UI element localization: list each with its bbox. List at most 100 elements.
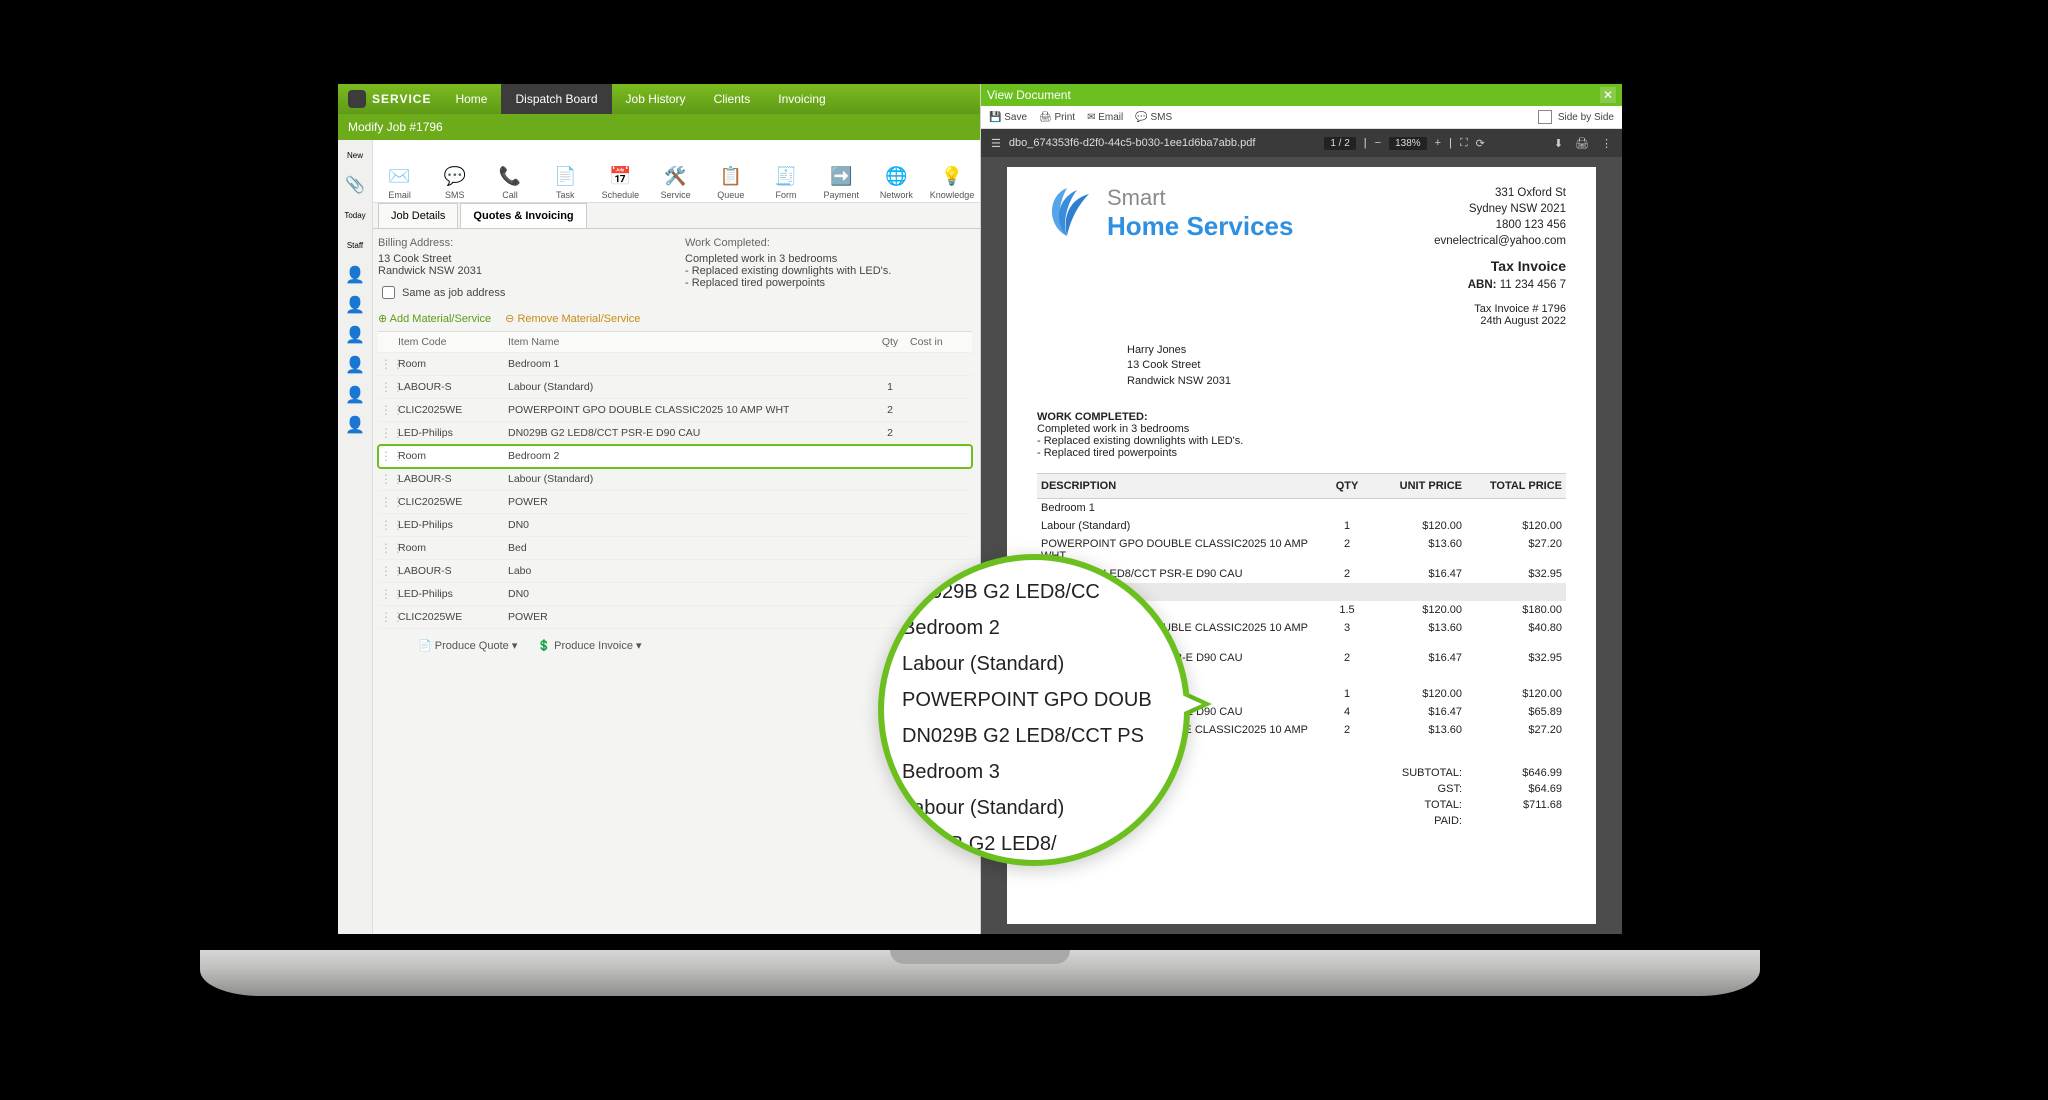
magnifier-callout: DN029B G2 LED8/CCBedroom 2Labour (Standa… (878, 554, 1190, 866)
table-row[interactable]: ⋮⋮ LABOUR-S Labo (378, 560, 972, 583)
tool-network-label: Network (880, 190, 913, 200)
pdf-rotate-icon[interactable]: ⟳ (1476, 137, 1485, 150)
produce-invoice-button[interactable]: 💲 Produce Invoice ▾ (537, 639, 641, 652)
table-row[interactable]: ⋮⋮ LED-Philips DN0 (378, 514, 972, 537)
doc-sms-button[interactable]: 💬 SMS (1135, 112, 1172, 123)
invoice-meta: Tax Invoice # 1796 24th August 2022 (1037, 303, 1566, 327)
close-icon[interactable]: ✕ (1600, 87, 1616, 103)
narrow-item-0[interactable]: New (338, 140, 372, 170)
row-name: Bedroom 2 (508, 450, 870, 462)
row-name: Labo (508, 565, 870, 577)
tab-quotes-invoicing[interactable]: Quotes & Invoicing (460, 203, 586, 228)
tool-service[interactable]: 🛠️Service (654, 164, 697, 200)
total-value: $711.68 (1466, 797, 1566, 813)
narrow-item-6[interactable]: 👤 (338, 320, 372, 350)
drag-handle-icon[interactable]: ⋮⋮ (380, 357, 398, 371)
narrow-item-4[interactable]: 👤 (338, 260, 372, 290)
pdf-fit-icon[interactable]: ⛶ (1460, 137, 1468, 150)
narrow-item-9[interactable]: 👤 (338, 410, 372, 440)
table-row[interactable]: ⋮⋮ LED-Philips DN029B G2 LED8/CCT PSR-E … (378, 422, 972, 445)
remove-material-button[interactable]: ⊖ Remove Material/Service (505, 312, 640, 325)
tool-sms[interactable]: 💬SMS (433, 164, 476, 200)
drag-handle-icon[interactable]: ⋮⋮ (380, 518, 398, 532)
drag-handle-icon[interactable]: ⋮⋮ (380, 403, 398, 417)
nav-item-clients[interactable]: Clients (700, 84, 765, 114)
inv-total: $180.00 (1462, 604, 1562, 616)
pdf-print-icon[interactable]: 🖨 (1575, 137, 1589, 150)
table-row[interactable]: ⋮⋮ Room Bedroom 1 (378, 353, 972, 376)
doc-print-button[interactable]: 🖨 Print (1039, 112, 1075, 123)
inv-total: $65.89 (1462, 706, 1562, 718)
inv-total: $27.20 (1462, 538, 1562, 562)
produce-quote-button[interactable]: 📄 Produce Quote ▾ (418, 639, 517, 652)
narrow-item-2[interactable]: Today (338, 200, 372, 230)
pdf-download-icon[interactable]: ⬇ (1554, 137, 1563, 150)
table-row[interactable]: ⋮⋮ LABOUR-S Labour (Standard) 1 (378, 376, 972, 399)
inv-qty: 1 (1322, 688, 1372, 700)
drag-handle-icon[interactable]: ⋮⋮ (380, 587, 398, 601)
doc-email-button[interactable]: ✉ Email (1087, 112, 1123, 123)
drag-handle-icon[interactable]: ⋮⋮ (380, 380, 398, 394)
drag-handle-icon[interactable]: ⋮⋮ (380, 472, 398, 486)
pdf-menu-icon[interactable]: ☰ (991, 137, 1001, 150)
invoice-work-header: WORK COMPLETED: (1037, 411, 1566, 423)
narrow-item-1[interactable]: 📎 (338, 170, 372, 200)
tool-form[interactable]: 🧾Form (764, 164, 807, 200)
inv-desc: POWERPOINT GPO DOUBLE CLASSIC2025 10 AMP… (1041, 538, 1322, 562)
table-row[interactable]: ⋮⋮ Room Bed (378, 537, 972, 560)
inv-qty: 4 (1322, 706, 1372, 718)
billing-panel: Billing Address: 13 Cook Street Randwick… (378, 237, 665, 302)
drag-handle-icon[interactable]: ⋮⋮ (380, 541, 398, 555)
same-as-checkbox[interactable] (382, 286, 395, 299)
doc-save-button[interactable]: 💾 Save (989, 112, 1027, 123)
tool-call[interactable]: 📞Call (488, 164, 531, 200)
tool-schedule[interactable]: 📅Schedule (599, 164, 642, 200)
abn-value: 11 234 456 7 (1500, 279, 1566, 291)
tool-email[interactable]: ✉️Email (378, 164, 421, 200)
inv-qty: 2 (1322, 538, 1372, 562)
drag-handle-icon[interactable]: ⋮⋮ (380, 610, 398, 624)
tab-job-details[interactable]: Job Details (378, 203, 458, 228)
pdf-more-icon[interactable]: ⋮ (1601, 137, 1612, 150)
drag-handle-icon[interactable]: ⋮⋮ (380, 495, 398, 509)
drag-handle-icon[interactable]: ⋮⋮ (380, 564, 398, 578)
table-row[interactable]: ⋮⋮ CLIC2025WE POWER (378, 491, 972, 514)
table-row[interactable]: ⋮⋮ CLIC2025WE POWERPOINT GPO DOUBLE CLAS… (378, 399, 972, 422)
inv-unit (1372, 502, 1462, 514)
table-row[interactable]: ⋮⋮ Room Bedroom 2 (378, 445, 972, 468)
sub-header: Modify Job #1796 (338, 114, 980, 140)
table-row[interactable]: ⋮⋮ CLIC2025WE POWER (378, 606, 972, 629)
drag-handle-icon[interactable]: ⋮⋮ (380, 426, 398, 440)
subtotal-value: $646.99 (1466, 765, 1566, 781)
tool-knowledge[interactable]: 💡Knowledge (930, 164, 974, 200)
narrow-item-5[interactable]: 👤 (338, 290, 372, 320)
tool-payment[interactable]: ➡️Payment (820, 164, 863, 200)
tool-task[interactable]: 📄Task (544, 164, 587, 200)
pdf-zoom-in-icon[interactable]: + (1435, 137, 1441, 149)
narrow-item-3[interactable]: Staff (338, 230, 372, 260)
tool-knowledge-icon: 💡 (940, 164, 964, 188)
subtotal-label: SUBTOTAL: (1366, 765, 1466, 781)
narrow-item-7[interactable]: 👤 (338, 350, 372, 380)
tool-queue[interactable]: 📋Queue (709, 164, 752, 200)
org-addr2: Sydney NSW 2021 (1434, 201, 1566, 217)
row-name: DN029B G2 LED8/CCT PSR-E D90 CAU (508, 427, 870, 439)
drag-handle-icon[interactable]: ⋮⋮ (380, 449, 398, 463)
tool-network[interactable]: 🌐Network (875, 164, 918, 200)
tool-email-label: Email (388, 190, 411, 200)
side-by-side-icon[interactable] (1538, 110, 1552, 124)
nav-item-invoicing[interactable]: Invoicing (764, 84, 839, 114)
add-material-button[interactable]: ⊕ Add Material/Service (378, 312, 491, 325)
laptop-frame: SERVICE HomeDispatch BoardJob HistoryCli… (310, 60, 1650, 960)
tool-service-label: Service (661, 190, 691, 200)
nav-item-home[interactable]: Home (441, 84, 501, 114)
table-row[interactable]: ⋮⋮ LABOUR-S Labour (Standard) (378, 468, 972, 491)
invoice-work-3: - Replaced tired powerpoints (1037, 447, 1566, 459)
pdf-zoom-out-icon[interactable]: − (1375, 137, 1381, 149)
narrow-item-8[interactable]: 👤 (338, 380, 372, 410)
table-row[interactable]: ⋮⋮ LED-Philips DN0 (378, 583, 972, 606)
nav-item-dispatch-board[interactable]: Dispatch Board (501, 84, 611, 114)
nav-item-job-history[interactable]: Job History (612, 84, 700, 114)
inv-qty: 2 (1322, 568, 1372, 580)
org-addr1: 331 Oxford St (1434, 185, 1566, 201)
